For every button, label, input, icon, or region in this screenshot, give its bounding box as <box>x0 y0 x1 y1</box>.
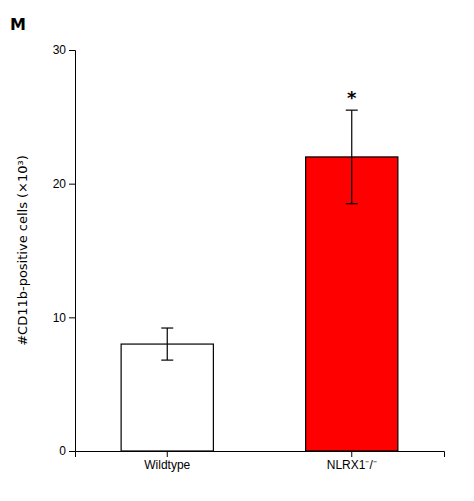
error-bar <box>346 110 358 204</box>
error-bar <box>161 328 173 360</box>
tick-label: 30 <box>53 43 67 57</box>
tick-label: Wildtype <box>144 458 190 472</box>
tick: 30 <box>53 43 75 57</box>
error-bar-stem <box>167 328 168 360</box>
axis-line <box>76 452 445 458</box>
tick: Wildtype <box>144 451 190 472</box>
tick-mark <box>69 451 75 452</box>
marks <box>121 110 398 451</box>
y-axis: 0 10 20 30 <box>53 43 76 458</box>
panel-label: M <box>10 15 26 34</box>
error-bar-stem <box>351 110 352 204</box>
tick-mark <box>167 451 168 457</box>
tick-mark <box>351 451 352 457</box>
tick-label: 10 <box>53 311 67 325</box>
plot: Wildtype NLRX1⁻/⁻ 0 10 20 30 #CD11b-positive c… <box>15 43 445 471</box>
error-bar-cap <box>346 110 358 111</box>
error-bar-cap <box>161 360 173 361</box>
tick-mark <box>69 184 75 185</box>
tick: 20 <box>53 177 75 191</box>
tick-mark <box>69 50 75 51</box>
error-bar-cap <box>346 203 358 204</box>
significance-label: * <box>347 87 357 108</box>
x-axis: Wildtype NLRX1⁻/⁻ <box>76 451 445 472</box>
tick: 10 <box>53 311 75 325</box>
chart: Wildtype NLRX1⁻/⁻ 0 10 20 30 #CD11b-positive c… <box>0 0 474 501</box>
tick-label: 0 <box>59 444 66 458</box>
tick-mark <box>69 317 75 318</box>
y-axis-title: #CD11b-positive cells (×10³) <box>15 155 30 346</box>
bar <box>121 344 213 451</box>
tick-label: NLRX1⁻/⁻ <box>327 458 377 472</box>
error-bar-cap <box>161 327 173 328</box>
tick: NLRX1⁻/⁻ <box>327 451 377 472</box>
tick: 0 <box>59 444 75 458</box>
tick-label: 20 <box>53 177 67 191</box>
axis-line <box>69 51 76 452</box>
